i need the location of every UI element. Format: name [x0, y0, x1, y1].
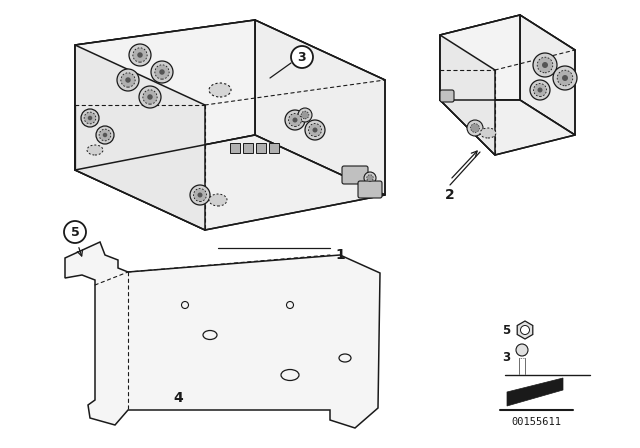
- Circle shape: [103, 133, 108, 137]
- Circle shape: [530, 80, 550, 100]
- FancyBboxPatch shape: [440, 90, 454, 102]
- Circle shape: [121, 73, 135, 87]
- Circle shape: [537, 57, 553, 73]
- Polygon shape: [440, 15, 520, 100]
- Circle shape: [367, 175, 373, 181]
- Text: 00155611: 00155611: [511, 417, 561, 427]
- Polygon shape: [75, 20, 385, 105]
- Bar: [243, 143, 253, 153]
- Circle shape: [133, 48, 147, 62]
- Circle shape: [64, 221, 86, 243]
- Polygon shape: [440, 35, 495, 155]
- Circle shape: [84, 112, 96, 124]
- Circle shape: [538, 87, 543, 92]
- Circle shape: [467, 120, 483, 136]
- Circle shape: [553, 66, 577, 90]
- Circle shape: [520, 326, 529, 335]
- Circle shape: [470, 124, 479, 133]
- Circle shape: [143, 90, 157, 104]
- Circle shape: [125, 77, 131, 83]
- Polygon shape: [75, 135, 385, 230]
- Circle shape: [308, 124, 321, 137]
- Circle shape: [534, 83, 547, 96]
- Bar: [269, 143, 279, 153]
- Circle shape: [291, 46, 313, 68]
- Polygon shape: [507, 378, 563, 406]
- Circle shape: [542, 62, 548, 68]
- Text: 5: 5: [70, 225, 79, 238]
- Text: 3: 3: [502, 350, 510, 363]
- Circle shape: [298, 108, 312, 122]
- Text: 2: 2: [445, 188, 455, 202]
- Circle shape: [305, 120, 325, 140]
- Polygon shape: [517, 321, 532, 339]
- Text: 1: 1: [335, 248, 345, 262]
- FancyBboxPatch shape: [358, 181, 382, 198]
- Circle shape: [99, 129, 111, 141]
- Polygon shape: [255, 20, 385, 195]
- Circle shape: [155, 65, 169, 79]
- Circle shape: [285, 110, 305, 130]
- Polygon shape: [75, 20, 255, 170]
- Circle shape: [117, 69, 139, 91]
- Ellipse shape: [480, 128, 496, 138]
- Circle shape: [198, 193, 202, 198]
- Circle shape: [190, 185, 210, 205]
- Polygon shape: [440, 100, 575, 155]
- Text: 4: 4: [173, 391, 183, 405]
- Circle shape: [364, 172, 376, 184]
- Circle shape: [81, 109, 99, 127]
- Circle shape: [151, 61, 173, 83]
- Circle shape: [516, 344, 528, 356]
- Text: 3: 3: [298, 51, 307, 64]
- Circle shape: [147, 94, 153, 100]
- Bar: [256, 143, 266, 153]
- Circle shape: [88, 116, 92, 120]
- Circle shape: [96, 126, 114, 144]
- Bar: [230, 143, 240, 153]
- Circle shape: [159, 69, 164, 75]
- Circle shape: [533, 53, 557, 77]
- Circle shape: [292, 117, 298, 122]
- Polygon shape: [75, 45, 205, 230]
- Circle shape: [562, 75, 568, 81]
- Polygon shape: [440, 15, 575, 70]
- Ellipse shape: [209, 83, 231, 97]
- FancyBboxPatch shape: [342, 166, 368, 184]
- Circle shape: [139, 86, 161, 108]
- Ellipse shape: [87, 145, 103, 155]
- Circle shape: [129, 44, 151, 66]
- Ellipse shape: [209, 194, 227, 206]
- Text: 5: 5: [502, 323, 510, 336]
- Circle shape: [193, 189, 207, 202]
- Circle shape: [289, 113, 301, 126]
- Circle shape: [137, 52, 143, 58]
- Polygon shape: [520, 15, 575, 135]
- Circle shape: [301, 111, 309, 119]
- Circle shape: [312, 128, 317, 133]
- Circle shape: [557, 70, 573, 86]
- Polygon shape: [65, 242, 380, 428]
